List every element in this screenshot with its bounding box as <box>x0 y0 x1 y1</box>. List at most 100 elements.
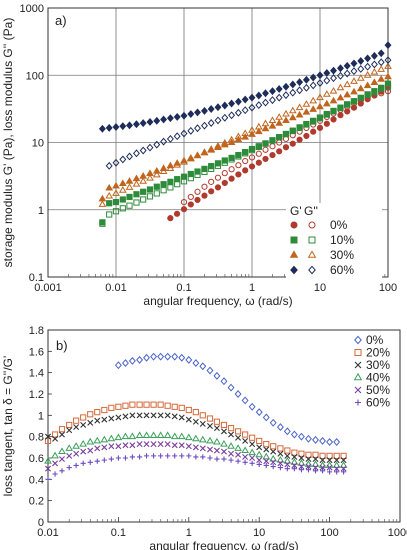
data-point <box>263 462 269 469</box>
legend-marker-storage <box>289 250 299 258</box>
data-point <box>296 124 303 131</box>
data-point <box>52 471 58 477</box>
data-point <box>133 199 140 206</box>
data-point <box>312 451 319 458</box>
data-point <box>112 198 120 206</box>
data-point <box>262 98 269 107</box>
data-point <box>270 459 277 466</box>
data-point <box>99 220 106 227</box>
data-point <box>98 124 106 133</box>
data-point <box>129 454 135 460</box>
data-point <box>199 412 206 419</box>
data-point <box>153 116 161 125</box>
data-point <box>248 154 256 161</box>
data-point <box>248 93 256 102</box>
data-point <box>248 147 256 154</box>
data-point <box>309 96 318 104</box>
data-point <box>254 122 263 130</box>
data-point <box>59 468 65 474</box>
data-point <box>194 108 201 117</box>
data-point <box>153 140 161 149</box>
data-point <box>186 453 192 459</box>
data-point <box>262 89 269 98</box>
data-point <box>242 459 248 465</box>
data-point <box>370 78 379 85</box>
data-point <box>185 443 192 450</box>
data-point <box>256 437 263 445</box>
data-point <box>384 72 392 80</box>
data-point <box>106 200 113 207</box>
data-point <box>101 416 108 423</box>
data-point <box>121 432 130 440</box>
data-point <box>350 98 358 105</box>
data-point <box>277 460 284 467</box>
data-point <box>157 441 164 448</box>
data-point <box>242 453 249 460</box>
data-point <box>201 168 208 176</box>
data-point <box>340 457 347 464</box>
data-point <box>66 421 73 429</box>
data-point <box>87 459 93 465</box>
data-point <box>58 431 65 438</box>
data-point <box>282 82 290 91</box>
data-point <box>377 58 385 67</box>
data-point <box>187 201 194 208</box>
data-point <box>221 456 227 462</box>
data-point <box>269 151 276 159</box>
data-point <box>384 88 392 95</box>
data-point <box>220 421 228 429</box>
data-point <box>256 461 262 467</box>
x-tick-label: 0.1 <box>176 282 191 294</box>
data-point <box>270 443 277 450</box>
y-tick-label: 1.8 <box>29 325 44 337</box>
data-point <box>249 434 256 441</box>
series-0pct <box>114 352 341 446</box>
data-point <box>44 437 52 445</box>
data-point <box>384 41 392 50</box>
legend-label: 30% <box>366 358 390 372</box>
data-point <box>178 414 185 421</box>
y-tick-label: 1 <box>38 410 44 422</box>
data-point <box>126 152 133 161</box>
data-point <box>290 458 299 465</box>
data-point <box>323 110 330 118</box>
data-point <box>198 435 207 443</box>
data-point <box>378 84 385 91</box>
data-point <box>291 462 298 469</box>
data-point <box>133 120 140 129</box>
y-tick-label: 100 <box>26 70 44 82</box>
data-point <box>316 102 324 110</box>
data-point <box>115 443 122 450</box>
x-tick-label: 1000 <box>388 527 407 539</box>
data-point <box>330 107 337 115</box>
data-point <box>179 453 185 459</box>
data-point <box>119 122 127 131</box>
data-point <box>384 56 392 65</box>
data-point <box>290 430 298 439</box>
data-point <box>269 137 276 144</box>
data-point <box>337 64 344 73</box>
data-point <box>58 426 66 433</box>
data-point <box>227 425 235 432</box>
panel-label: b) <box>56 338 68 353</box>
data-point <box>248 448 257 456</box>
data-point <box>114 433 123 441</box>
data-point <box>249 460 255 466</box>
data-point <box>153 190 160 197</box>
data-point <box>298 455 305 461</box>
data-point <box>94 409 101 416</box>
data-point <box>343 61 351 70</box>
data-point <box>206 415 214 422</box>
data-point <box>329 96 338 104</box>
data-point <box>214 116 222 125</box>
data-point <box>276 455 285 463</box>
data-point <box>323 69 331 77</box>
legend-marker-loss <box>308 221 316 229</box>
data-point <box>65 444 74 451</box>
data-point <box>112 158 120 167</box>
data-point <box>118 186 127 193</box>
y-tick-label: 1000 <box>20 3 44 15</box>
data-point <box>282 131 290 138</box>
legend-marker-storage <box>290 236 298 244</box>
data-point <box>80 460 86 466</box>
